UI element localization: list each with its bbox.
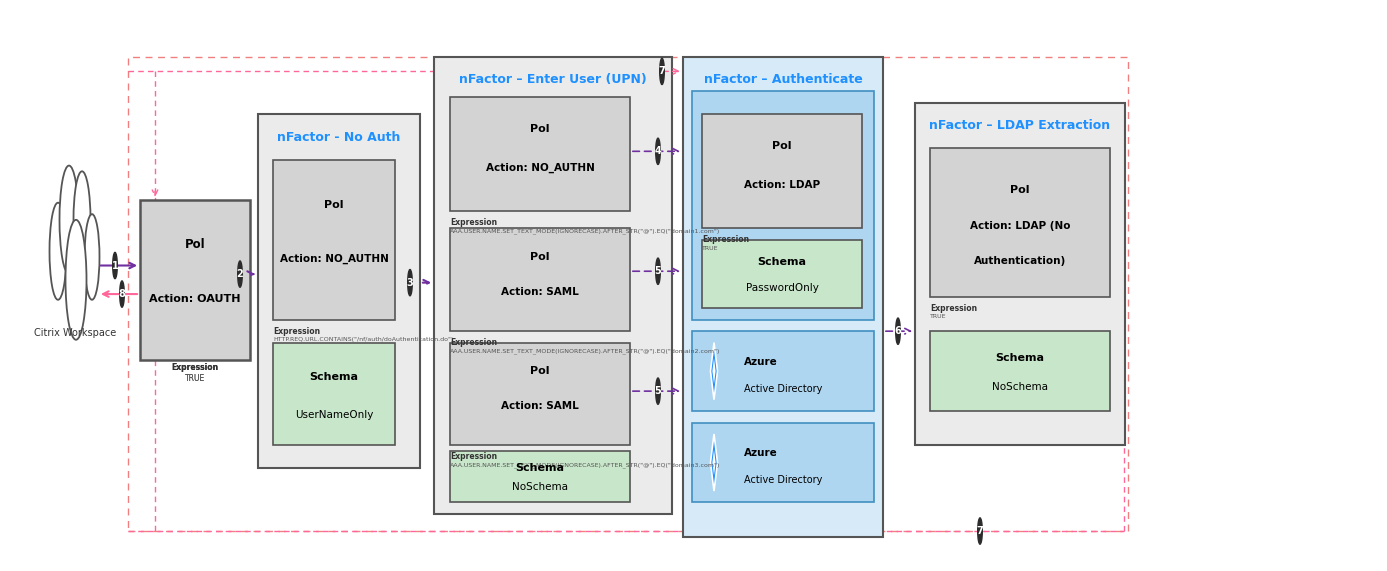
Bar xyxy=(449,97,630,211)
Text: TRUE: TRUE xyxy=(184,373,205,383)
Text: Pol: Pol xyxy=(530,367,549,376)
Text: Schema: Schema xyxy=(309,372,358,381)
Text: Authentication): Authentication) xyxy=(974,256,1067,266)
Text: Action: OAUTH: Action: OAUTH xyxy=(150,294,241,304)
Text: Pol: Pol xyxy=(530,124,549,134)
Bar xyxy=(128,57,1128,531)
Text: Action: SAML: Action: SAML xyxy=(501,401,578,411)
Polygon shape xyxy=(713,450,716,475)
Circle shape xyxy=(50,203,67,300)
Text: NoSchema: NoSchema xyxy=(992,382,1049,392)
Text: Action: NO_AUTHN: Action: NO_AUTHN xyxy=(280,254,388,264)
Bar xyxy=(682,57,884,537)
Text: nFactor – LDAP Extraction: nFactor – LDAP Extraction xyxy=(929,119,1111,132)
Text: Schema: Schema xyxy=(757,258,806,267)
Text: Pol: Pol xyxy=(530,252,549,262)
Text: nFactor - No Auth: nFactor - No Auth xyxy=(277,131,401,143)
Text: Azure: Azure xyxy=(743,448,778,458)
Circle shape xyxy=(408,270,412,296)
Bar xyxy=(140,200,250,360)
Text: UserNameOnly: UserNameOnly xyxy=(295,409,373,420)
Text: Azure: Azure xyxy=(743,356,778,367)
Text: Action: SAML: Action: SAML xyxy=(501,287,578,297)
Text: 7: 7 xyxy=(659,66,666,77)
Text: 3: 3 xyxy=(406,278,413,288)
Circle shape xyxy=(60,166,79,274)
Circle shape xyxy=(660,58,664,85)
Text: Action: LDAP: Action: LDAP xyxy=(743,180,820,190)
Text: Pol: Pol xyxy=(1010,185,1029,195)
Text: Expression: Expression xyxy=(172,363,219,372)
Circle shape xyxy=(237,261,243,287)
Bar xyxy=(449,343,630,445)
Text: AAA.USER.NAME.SET_TEXT_MODE(IGNORECASE).AFTER_STR("@").EQ("domain3.com"): AAA.USER.NAME.SET_TEXT_MODE(IGNORECASE).… xyxy=(449,463,720,468)
Text: Expression: Expression xyxy=(172,363,219,372)
Text: Pol: Pol xyxy=(325,200,344,210)
Text: TRUE: TRUE xyxy=(702,246,718,251)
Text: nFactor – Enter User (UPN): nFactor – Enter User (UPN) xyxy=(459,74,646,86)
Bar xyxy=(449,228,630,331)
Text: 6: 6 xyxy=(895,326,902,336)
Circle shape xyxy=(119,281,125,307)
Text: 4: 4 xyxy=(655,146,662,156)
Text: 7: 7 xyxy=(976,526,983,536)
Text: PasswordOnly: PasswordOnly xyxy=(746,283,818,293)
Text: Expression: Expression xyxy=(931,304,976,313)
Text: Expression: Expression xyxy=(449,218,497,227)
Bar xyxy=(692,331,874,411)
Text: 8: 8 xyxy=(118,289,125,299)
Text: AAA.USER.NAME.SET_TEXT_MODE(IGNORECASE).AFTER_STR("@").EQ("domain2.com"): AAA.USER.NAME.SET_TEXT_MODE(IGNORECASE).… xyxy=(449,348,720,354)
Text: Expression: Expression xyxy=(273,327,320,336)
Text: Schema: Schema xyxy=(996,352,1044,363)
Text: Expression: Expression xyxy=(449,452,497,461)
Polygon shape xyxy=(710,343,717,400)
Text: Action: NO_AUTHN: Action: NO_AUTHN xyxy=(485,163,595,173)
Circle shape xyxy=(896,318,900,344)
Text: Active Directory: Active Directory xyxy=(743,475,822,485)
Text: 5: 5 xyxy=(655,266,662,276)
Text: Pol: Pol xyxy=(184,238,205,251)
Text: Expression: Expression xyxy=(702,235,749,244)
Bar xyxy=(258,114,420,468)
Bar xyxy=(915,103,1125,445)
Bar xyxy=(692,423,874,502)
Text: HTTP.REQ.URL.CONTAINS("/nf/auth/doAuthentication.do"): HTTP.REQ.URL.CONTAINS("/nf/auth/doAuthen… xyxy=(273,337,454,342)
Text: NoSchema: NoSchema xyxy=(512,482,569,492)
Text: 1: 1 xyxy=(111,260,118,271)
Polygon shape xyxy=(713,359,716,384)
Text: Schema: Schema xyxy=(516,463,565,473)
Bar xyxy=(702,114,861,228)
Text: nFactor – Authenticate: nFactor – Authenticate xyxy=(703,74,863,86)
Bar xyxy=(692,91,874,320)
Bar xyxy=(449,451,630,502)
Text: Action: LDAP (No: Action: LDAP (No xyxy=(970,220,1071,231)
Circle shape xyxy=(978,518,982,544)
Text: 5: 5 xyxy=(655,386,662,396)
Text: 2: 2 xyxy=(237,269,243,279)
Text: Pol: Pol xyxy=(773,141,792,151)
Bar xyxy=(434,57,671,514)
Bar xyxy=(51,246,98,303)
Bar xyxy=(931,148,1110,297)
Bar xyxy=(273,160,395,320)
Text: Expression: Expression xyxy=(449,338,497,347)
Text: AAA.USER.NAME.SET_TEXT_MODE(IGNORECASE).AFTER_STR("@").EQ("domain1.com"): AAA.USER.NAME.SET_TEXT_MODE(IGNORECASE).… xyxy=(449,228,720,234)
Circle shape xyxy=(656,138,660,164)
Text: TRUE: TRUE xyxy=(184,373,205,383)
Bar xyxy=(702,240,861,308)
Circle shape xyxy=(112,252,118,279)
Polygon shape xyxy=(710,434,717,491)
Bar xyxy=(931,331,1110,411)
Text: TRUE: TRUE xyxy=(931,314,946,319)
Text: Citrix Workspace: Citrix Workspace xyxy=(33,328,117,339)
Circle shape xyxy=(656,378,660,404)
Circle shape xyxy=(656,258,660,284)
Circle shape xyxy=(74,171,90,268)
Text: Active Directory: Active Directory xyxy=(743,384,822,394)
Circle shape xyxy=(85,214,100,300)
Bar xyxy=(273,343,395,445)
Circle shape xyxy=(65,220,86,340)
